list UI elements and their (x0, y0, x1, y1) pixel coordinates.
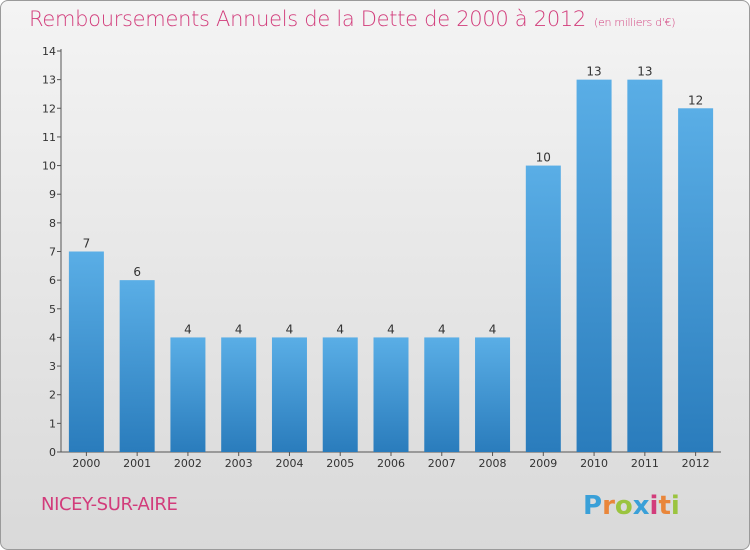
y-tick-label: 11 (42, 131, 56, 144)
bar-value-label: 4 (184, 322, 192, 336)
chart-title: Remboursements Annuels de la Dette de 20… (29, 7, 675, 31)
bar-value-label: 4 (438, 322, 446, 336)
proxiti-logo: Proxiti (583, 491, 680, 521)
x-tick-label: 2002 (174, 457, 202, 470)
bar-value-label: 7 (83, 237, 91, 251)
y-tick-label: 8 (49, 217, 56, 230)
bar-value-label: 4 (286, 322, 294, 336)
bar (525, 165, 561, 453)
bar-value-label: 10 (536, 151, 551, 165)
x-tick-label: 2000 (72, 457, 100, 470)
x-tick-label: 2001 (123, 457, 151, 470)
x-tick-label: 2007 (428, 457, 456, 470)
bar-value-label: 13 (586, 65, 601, 79)
bar (271, 337, 307, 452)
x-tick-label: 2011 (631, 457, 659, 470)
bar (475, 337, 511, 452)
logo-letter: x (632, 491, 650, 521)
bar (119, 280, 155, 452)
bar (221, 337, 257, 452)
y-tick-label: 12 (42, 102, 56, 115)
x-tick-label: 2006 (377, 457, 405, 470)
logo-letter: o (614, 491, 633, 521)
bar-value-label: 13 (637, 65, 652, 79)
bar (424, 337, 460, 452)
bar-value-label: 4 (387, 322, 395, 336)
y-tick-label: 3 (49, 360, 56, 373)
bar (678, 108, 714, 453)
bar (170, 337, 206, 452)
bar-value-label: 4 (235, 322, 243, 336)
x-tick-label: 2009 (529, 457, 557, 470)
bar-value-label: 12 (688, 93, 703, 107)
bar (68, 251, 104, 452)
bar-value-label: 4 (336, 322, 344, 336)
y-tick-label: 9 (49, 188, 56, 201)
logo-letter: i (649, 491, 659, 521)
x-tick-label: 2012 (682, 457, 710, 470)
logo-letter: r (602, 491, 615, 521)
logo-letter: i (670, 491, 680, 521)
bar-value-label: 4 (489, 322, 497, 336)
y-tick-label: 7 (49, 246, 56, 259)
y-tick-label: 10 (42, 160, 56, 173)
chart-title-text: Remboursements Annuels de la Dette de 20… (29, 7, 586, 31)
bar (322, 337, 358, 452)
x-tick-label: 2010 (580, 457, 608, 470)
y-tick-label: 5 (49, 303, 56, 316)
y-tick-label: 13 (42, 74, 56, 87)
y-tick-label: 0 (49, 446, 56, 459)
bar (373, 337, 409, 452)
bar (576, 79, 612, 453)
y-tick-label: 2 (49, 389, 56, 402)
y-tick-label: 1 (49, 417, 56, 430)
logo-letter: P (583, 491, 603, 521)
x-tick-label: 2008 (479, 457, 507, 470)
y-tick-label: 6 (49, 274, 56, 287)
x-tick-label: 2005 (326, 457, 354, 470)
logo-letter: t (658, 491, 671, 521)
y-tick-label: 14 (42, 45, 56, 58)
commune-name: NICEY-SUR-AIRE (41, 494, 178, 515)
bar-value-label: 6 (133, 265, 141, 279)
chart-unit: (en milliers d'€) (594, 16, 676, 29)
bar (627, 79, 663, 453)
x-tick-label: 2004 (275, 457, 303, 470)
x-tick-label: 2003 (225, 457, 253, 470)
y-tick-label: 4 (49, 331, 56, 344)
